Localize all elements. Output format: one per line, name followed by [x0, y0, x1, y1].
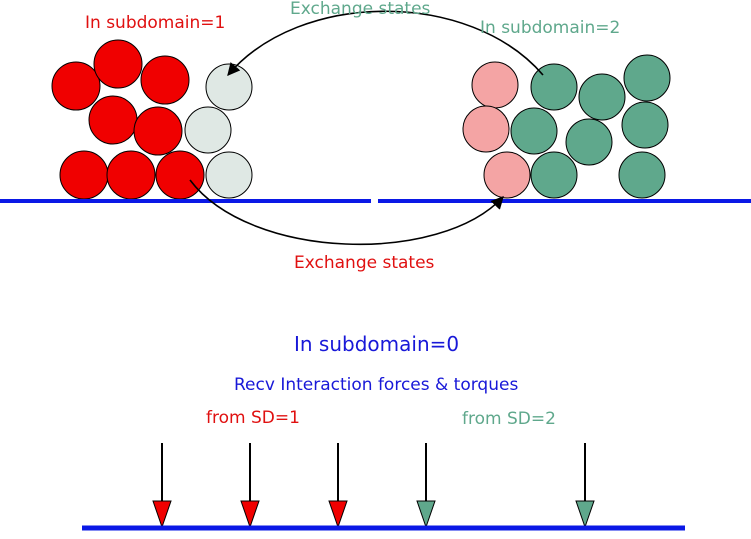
particle-sd1	[51, 61, 101, 111]
particle-sd2	[530, 63, 578, 111]
from-sd2-label: from SD=2	[462, 409, 556, 429]
ghost-particle-sd1	[205, 63, 253, 111]
ghost-particle-sd2	[471, 61, 519, 109]
ghost-particle-sd1	[205, 151, 253, 199]
ghost-particle-sd2	[483, 151, 531, 199]
particle-sd1	[155, 150, 205, 200]
sd1-title: In subdomain=1	[85, 13, 225, 33]
particle-sd2	[618, 151, 666, 199]
ghost-particle-sd1	[184, 106, 232, 154]
particle-sd1	[140, 55, 190, 105]
subdomain-2-particles	[462, 54, 671, 199]
ghost-particle-sd2	[462, 105, 510, 153]
particle-sd1	[88, 95, 138, 145]
recv-title: Recv Interaction forces & torques	[234, 375, 518, 395]
exchange-label-bottom: Exchange states	[294, 253, 435, 273]
particle-sd2	[510, 107, 558, 155]
subdomain-1-particles	[51, 39, 253, 200]
from-sd1-label: from SD=1	[206, 408, 300, 428]
exchange-arrow-top	[227, 10, 544, 76]
exchange-arrow-bottom	[189, 179, 504, 246]
force-arrow-head-sd2	[416, 500, 436, 529]
particle-sd1	[133, 106, 183, 156]
sd0-title: In subdomain=0	[294, 332, 459, 356]
force-arrow-head-sd1	[240, 500, 260, 529]
sd2-title: In subdomain=2	[480, 18, 620, 38]
particle-sd2	[578, 73, 626, 121]
exchange-label-top: Exchange states	[290, 0, 431, 19]
force-arrow-head-sd1	[152, 500, 172, 529]
particle-sd1	[106, 150, 156, 200]
force-arrow-head-sd2	[575, 500, 595, 529]
particle-sd2	[623, 54, 671, 102]
particle-sd2	[621, 101, 669, 149]
force-arrow-head-sd1	[328, 500, 348, 529]
particle-sd1	[93, 39, 143, 89]
particle-sd1	[59, 150, 109, 200]
particle-sd2	[530, 151, 578, 199]
force-arrows	[152, 443, 595, 529]
particle-sd2	[565, 118, 613, 166]
